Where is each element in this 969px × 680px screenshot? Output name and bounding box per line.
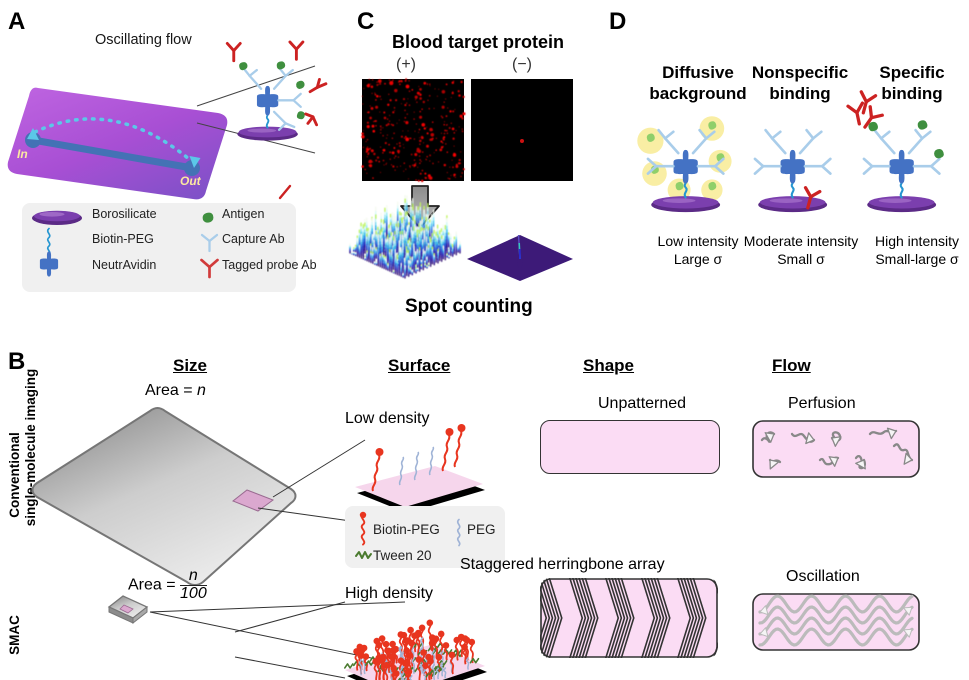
svg-text:In: In: [17, 147, 28, 161]
